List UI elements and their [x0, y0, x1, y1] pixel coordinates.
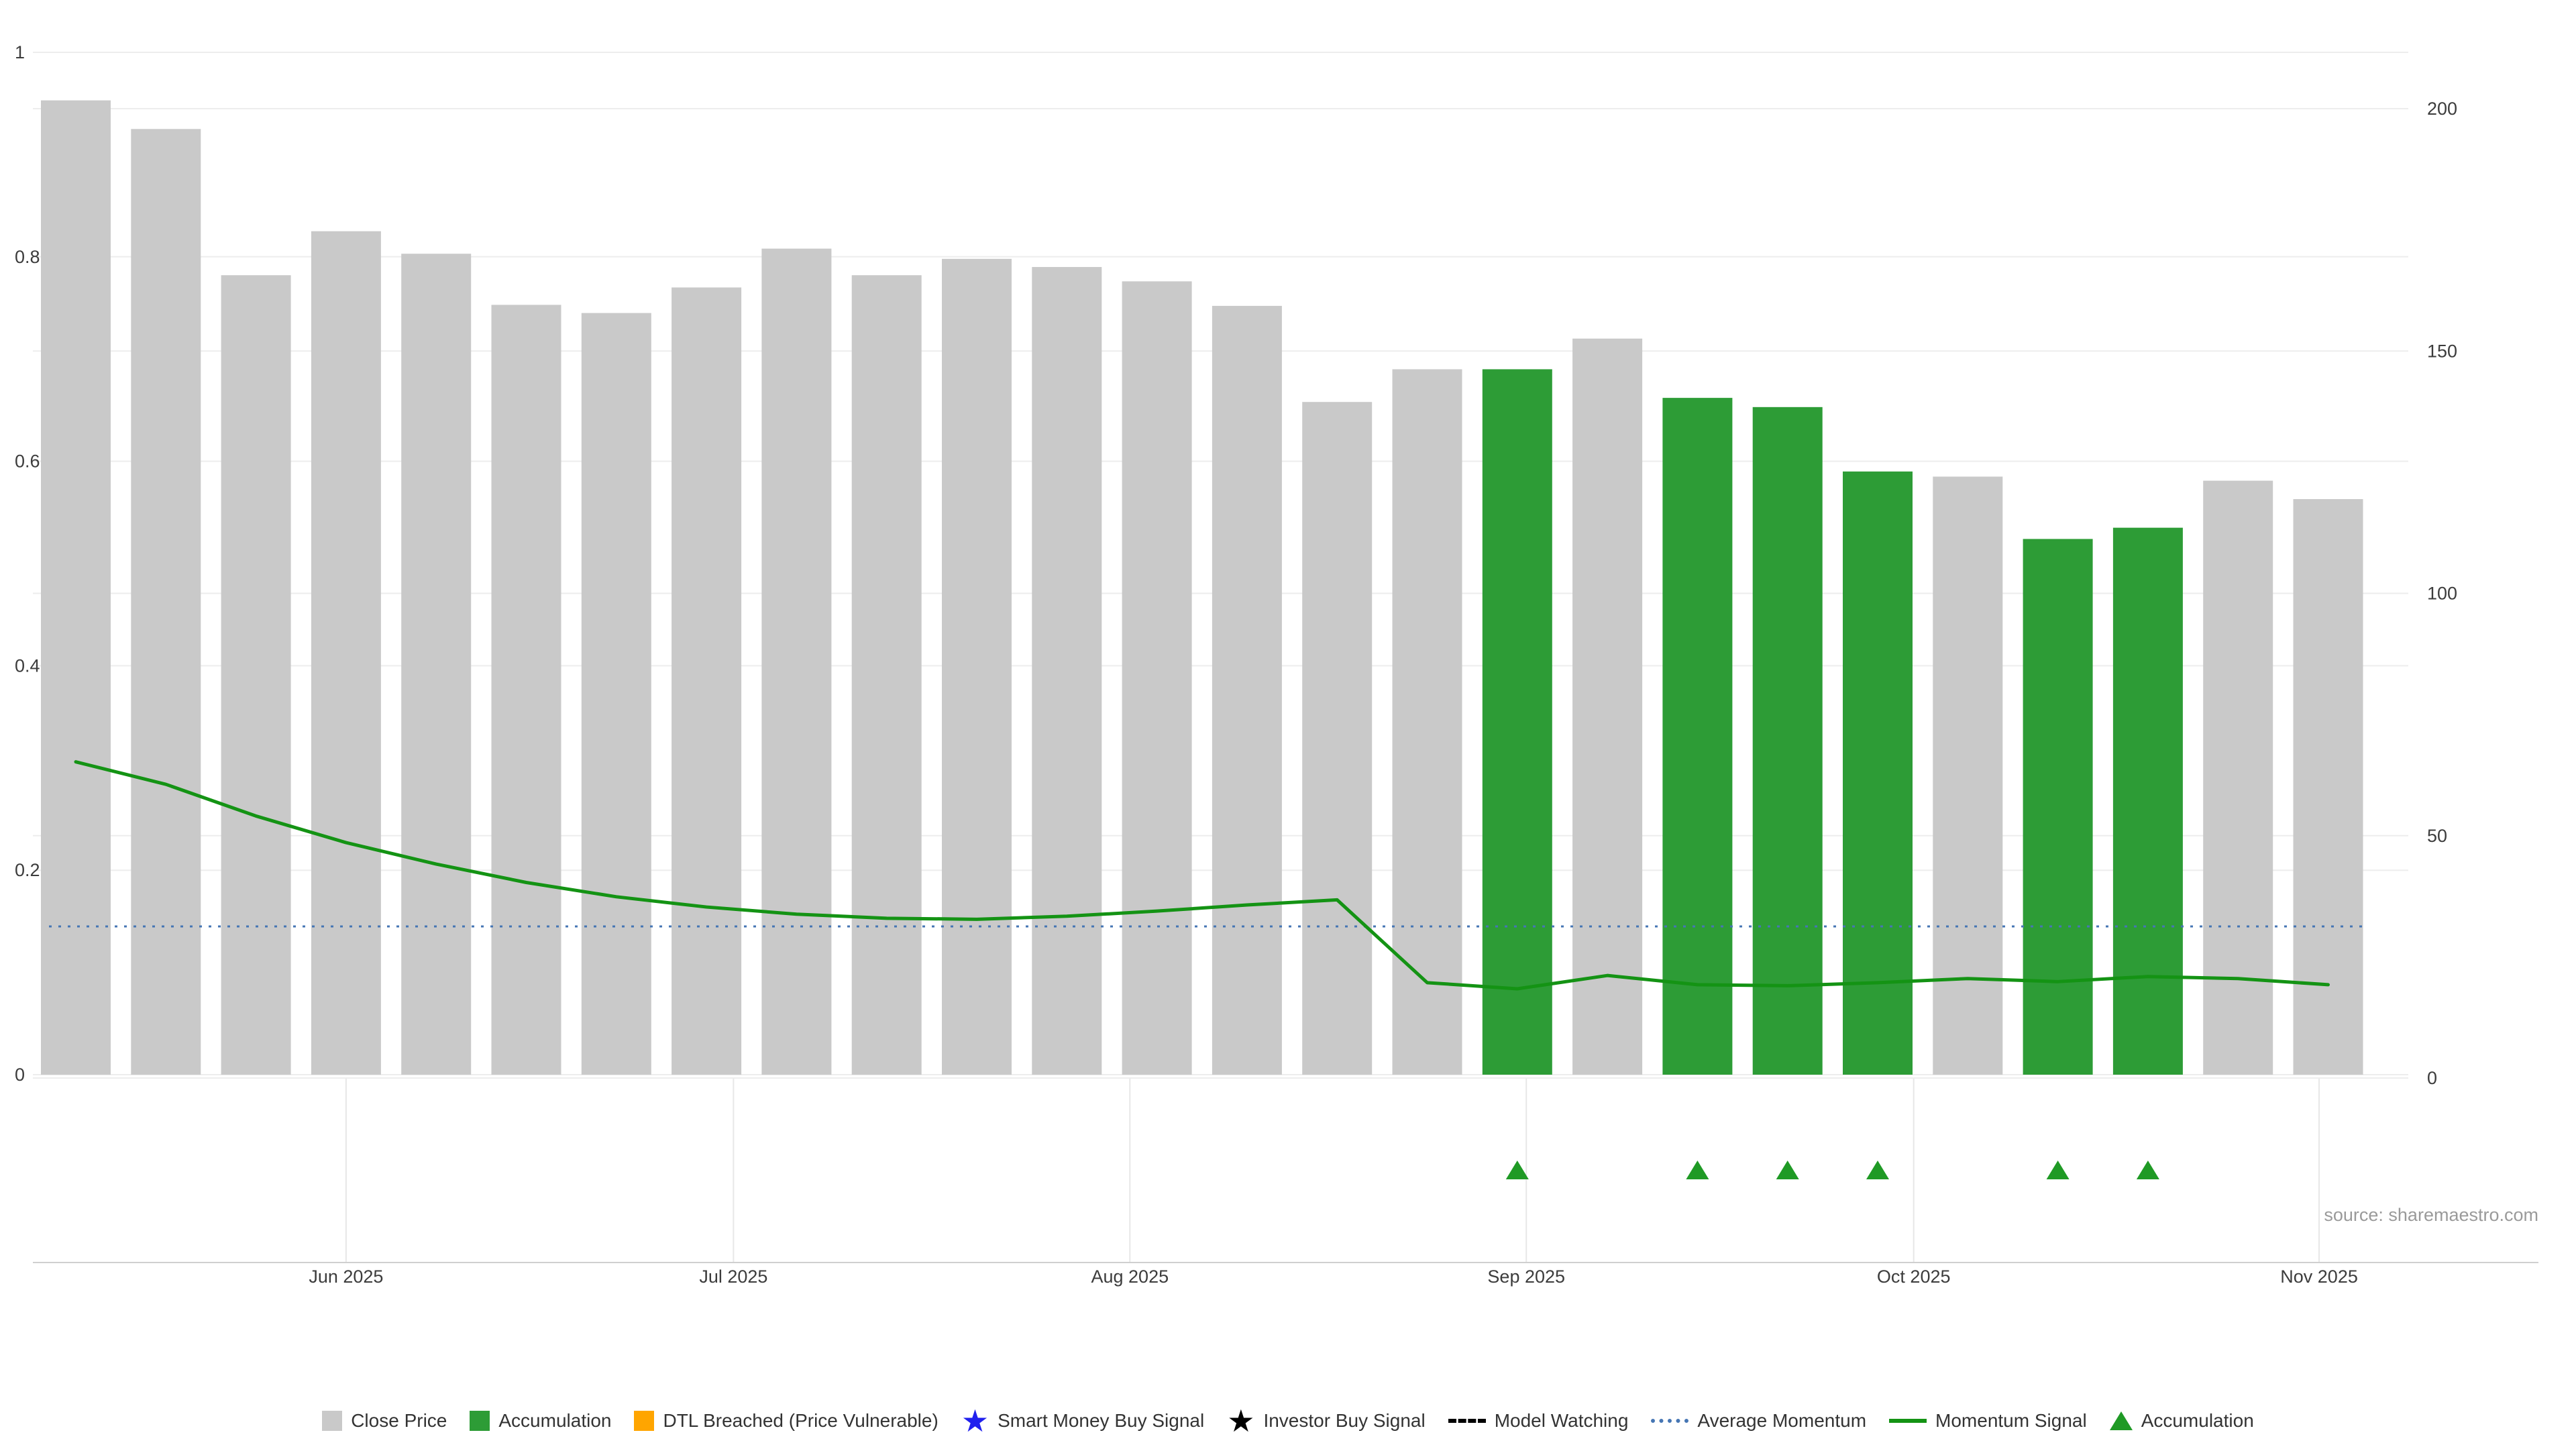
accumulation-bar[interactable]: [1843, 471, 1913, 1075]
legend-label: Average Momentum: [1697, 1410, 1867, 1431]
legend-label: Momentum Signal: [1935, 1410, 2087, 1431]
square-icon: [470, 1411, 490, 1431]
close-price-bar[interactable]: [1122, 281, 1192, 1075]
y-axis-right-tick-label: 150: [2427, 341, 2457, 361]
x-axis-tick-label: Jul 2025: [699, 1267, 767, 1287]
x-axis-tick-label: Aug 2025: [1091, 1267, 1169, 1287]
close-price-bar[interactable]: [1302, 402, 1373, 1075]
accumulation-bar[interactable]: [1662, 398, 1733, 1075]
dashed-line-icon: [1448, 1419, 1486, 1423]
legend-label: Close Price: [351, 1410, 447, 1431]
legend: Close Price Accumulation DTL Breached (Pri…: [0, 1403, 2576, 1438]
close-price-bar[interactable]: [1392, 369, 1462, 1075]
close-price-bar[interactable]: [672, 287, 742, 1075]
legend-item-accumulation[interactable]: Accumulation: [2109, 1410, 2254, 1432]
star-icon: ★: [1227, 1403, 1255, 1438]
y-axis-right-tick-label: 100: [2427, 584, 2457, 604]
x-axis-tick-label: Sep 2025: [1487, 1267, 1565, 1287]
x-axis-tick-label: Jun 2025: [309, 1267, 383, 1287]
legend-label: Accumulation: [2141, 1410, 2254, 1431]
y-axis-left-tick-label: 0.6: [15, 451, 40, 472]
close-price-bar[interactable]: [221, 275, 291, 1075]
star-icon: ★: [961, 1403, 989, 1438]
close-price-bar[interactable]: [491, 305, 561, 1075]
x-axis-tick-label: Nov 2025: [2280, 1267, 2358, 1287]
y-axis-right-tick-label: 200: [2427, 99, 2457, 119]
close-price-bar[interactable]: [401, 254, 472, 1075]
solid-line-icon: [1889, 1419, 1927, 1423]
accumulation-bar[interactable]: [2023, 539, 2093, 1075]
legend-item-momentum-signal[interactable]: Momentum Signal: [1889, 1410, 2087, 1432]
legend-label: Accumulation: [498, 1410, 612, 1431]
square-icon: [322, 1411, 343, 1431]
legend-label: Smart Money Buy Signal: [998, 1410, 1205, 1431]
legend-label: DTL Breached (Price Vulnerable): [663, 1410, 938, 1431]
close-price-bar[interactable]: [2293, 498, 2363, 1075]
close-price-bar[interactable]: [131, 129, 201, 1075]
close-price-bar[interactable]: [942, 258, 1012, 1075]
legend-item-dtl-breached-price-vulnerable[interactable]: DTL Breached (Price Vulnerable): [634, 1410, 938, 1432]
accumulation-bar[interactable]: [2112, 527, 2183, 1075]
legend-item-investor-buy-signal[interactable]: ★ Investor Buy Signal: [1227, 1403, 1426, 1438]
y-axis-left-tick-label: 1: [15, 42, 25, 62]
triangle-icon: [2109, 1411, 2133, 1430]
y-axis-left-tick-label: 0: [15, 1065, 25, 1085]
legend-item-close-price[interactable]: Close Price: [322, 1410, 447, 1432]
close-price-bar[interactable]: [41, 100, 111, 1075]
legend-item-average-momentum[interactable]: Average Momentum: [1651, 1410, 1866, 1432]
accumulation-marker-icon[interactable]: [2136, 1161, 2159, 1179]
accumulation-marker-icon[interactable]: [1505, 1161, 1529, 1179]
legend-label: Model Watching: [1494, 1410, 1629, 1431]
x-axis-tick-label: Oct 2025: [1877, 1267, 1951, 1287]
legend-label: Investor Buy Signal: [1263, 1410, 1426, 1431]
close-price-bar[interactable]: [311, 231, 381, 1075]
accumulation-bar[interactable]: [1752, 407, 1823, 1075]
y-axis-left-tick-label: 0.4: [15, 655, 40, 676]
close-price-bar[interactable]: [851, 275, 922, 1075]
y-axis-left-tick-label: 0.2: [15, 860, 40, 880]
dotted-line-icon: [1651, 1419, 1689, 1423]
y-axis-right-tick-label: 50: [2427, 826, 2447, 846]
accumulation-marker-icon[interactable]: [1686, 1161, 1709, 1179]
close-price-bar[interactable]: [2203, 480, 2273, 1075]
close-price-bar[interactable]: [581, 313, 651, 1075]
close-price-bar[interactable]: [1933, 476, 2003, 1075]
close-price-bar[interactable]: [1032, 267, 1102, 1075]
legend-item-smart-money-buy-signal[interactable]: ★ Smart Money Buy Signal: [961, 1403, 1205, 1438]
accumulation-marker-icon[interactable]: [2046, 1161, 2070, 1179]
square-icon: [634, 1411, 655, 1431]
accumulation-bar[interactable]: [1482, 369, 1552, 1075]
close-price-bar[interactable]: [1572, 338, 1643, 1075]
y-axis-left-tick-label: 0.8: [15, 247, 40, 267]
legend-item-model-watching[interactable]: Model Watching: [1448, 1410, 1629, 1432]
close-price-bar[interactable]: [1212, 305, 1282, 1075]
legend-item-accumulation[interactable]: Accumulation: [470, 1410, 611, 1432]
accumulation-marker-icon[interactable]: [1866, 1161, 1889, 1179]
close-price-bar[interactable]: [761, 248, 832, 1075]
y-axis-right-tick-label: 0: [2427, 1068, 2437, 1088]
momentum-signal-line[interactable]: [74, 760, 2330, 991]
source-attribution: source: sharemaestro.com: [2324, 1205, 2538, 1225]
accumulation-marker-icon[interactable]: [1776, 1161, 1799, 1179]
